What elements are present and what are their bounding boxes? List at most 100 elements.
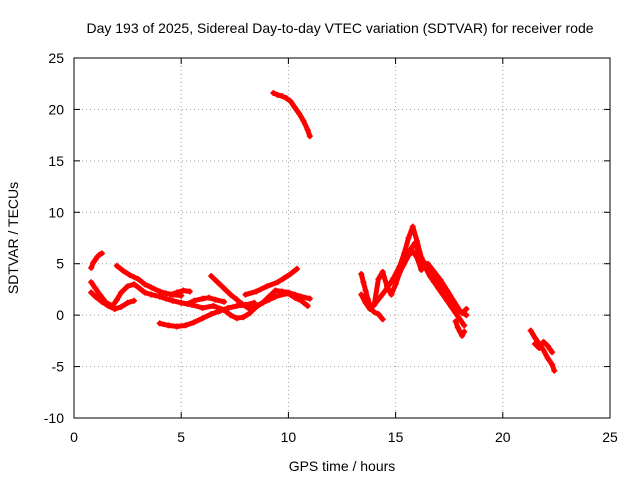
series-arc-12: [358, 248, 425, 312]
series-trace: [168, 288, 193, 298]
data-point: [536, 345, 543, 352]
data-point: [287, 98, 294, 105]
data-point: [283, 95, 290, 102]
y-tick-label: 10: [48, 204, 64, 220]
data-point: [98, 298, 105, 305]
data-point: [362, 287, 369, 294]
x-axis-label: GPS time / hours: [289, 458, 396, 474]
data-point: [304, 127, 311, 133]
data-point: [420, 258, 427, 265]
data-point: [388, 291, 395, 298]
series-arc-16: [452, 318, 468, 339]
data-point: [360, 279, 367, 286]
data-point: [263, 283, 270, 290]
data-point: [131, 281, 138, 288]
data-point: [199, 304, 206, 311]
data-point: [270, 89, 277, 96]
data-point: [118, 303, 125, 310]
data-point: [450, 297, 457, 304]
data-point: [199, 295, 206, 302]
data-point: [242, 291, 249, 298]
data-point: [173, 289, 180, 296]
data-point: [409, 223, 416, 230]
data-point: [165, 322, 172, 329]
data-point: [531, 340, 538, 347]
x-tick-label: 10: [281, 429, 297, 445]
series-arc-05: [167, 287, 193, 298]
data-point: [141, 281, 148, 288]
data-point: [88, 264, 95, 271]
data-point: [180, 287, 187, 294]
data-point: [291, 104, 298, 111]
data-point: [221, 307, 228, 313]
data-point: [396, 262, 403, 269]
series-arc-17: [527, 327, 558, 374]
data-point: [96, 291, 103, 298]
data-point: [167, 291, 174, 298]
data-point: [163, 290, 170, 297]
data-point: [233, 296, 240, 303]
plot-frame: [73, 57, 611, 419]
y-tick-label: 25: [48, 50, 64, 66]
data-point: [148, 284, 155, 291]
data-point: [173, 323, 180, 330]
data-point: [227, 291, 234, 298]
data-point: [371, 309, 378, 316]
data-point: [182, 322, 189, 329]
data-point: [375, 276, 382, 283]
data-point: [253, 303, 260, 310]
data-point: [210, 302, 217, 309]
data-point: [461, 328, 468, 335]
data-point: [141, 289, 148, 296]
data-point: [463, 305, 470, 312]
data-point: [221, 298, 228, 305]
data-point: [156, 320, 163, 327]
data-point: [454, 324, 461, 331]
data-point: [214, 279, 221, 286]
data-point: [362, 299, 369, 306]
y-tick-label: 0: [56, 307, 64, 323]
data-point: [240, 301, 247, 308]
data-point: [169, 297, 176, 304]
data-point: [379, 316, 386, 323]
data-point: [246, 310, 253, 317]
data-point: [92, 285, 99, 292]
data-point: [416, 250, 423, 257]
data-point: [118, 289, 125, 296]
data-point: [411, 240, 418, 247]
data-point: [208, 311, 215, 318]
data-point: [124, 283, 131, 290]
data-point: [306, 295, 313, 302]
data-point: [551, 367, 558, 374]
data-point: [431, 268, 438, 275]
data-point: [156, 293, 163, 300]
data-point: [212, 296, 219, 303]
data-point: [131, 297, 138, 304]
data-point: [304, 302, 311, 309]
series-trace: [88, 279, 227, 309]
data-point: [306, 133, 313, 140]
data-point: [285, 289, 292, 296]
data-point: [274, 279, 281, 286]
data-point: [253, 288, 260, 295]
data-point: [461, 322, 468, 329]
data-point: [540, 338, 547, 345]
data-point: [392, 281, 399, 288]
series-arc-18: [531, 338, 556, 356]
series-arc-09: [242, 265, 300, 298]
data-point: [444, 287, 451, 294]
data-point: [90, 259, 97, 266]
series-arc-10: [270, 89, 313, 140]
data-point: [544, 343, 551, 349]
y-tick-label: 15: [48, 153, 64, 169]
data-point: [221, 285, 228, 292]
data-point: [403, 252, 410, 259]
data-point: [111, 305, 118, 312]
data-point: [88, 279, 95, 286]
series-trace: [270, 90, 313, 139]
y-tick-label: -10: [44, 410, 64, 426]
data-point: [88, 289, 95, 296]
axis-ticks: 0 5 10 15 20 25 -10 -5 0 5 10 15 20 25: [44, 50, 618, 445]
data-point: [459, 332, 466, 339]
